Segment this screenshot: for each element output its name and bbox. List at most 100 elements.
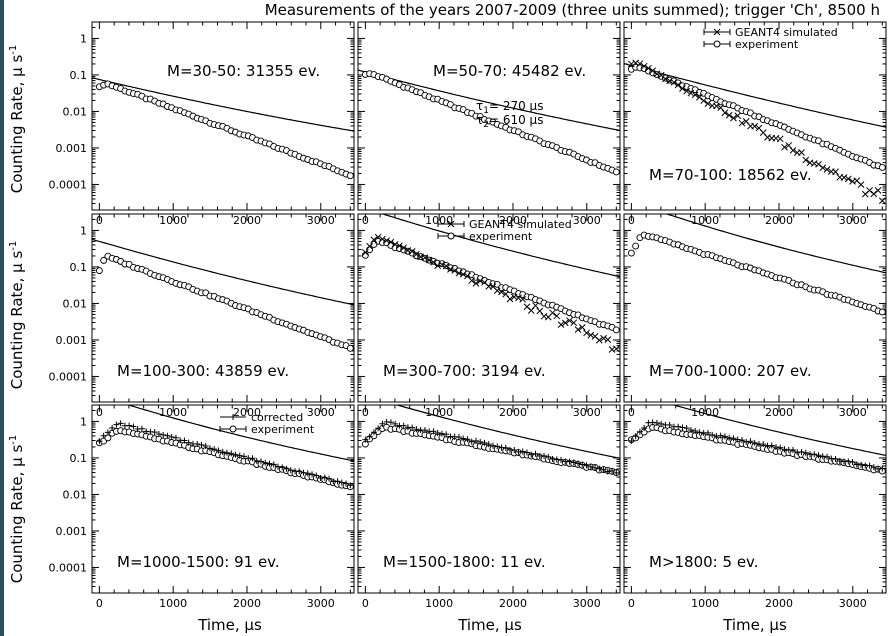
data-point-corrected — [692, 427, 699, 434]
panel-label: M=1500-1800: 11 ev. — [383, 553, 546, 571]
data-point-corrected — [232, 451, 239, 458]
data-point-corrected — [613, 469, 620, 476]
data-point-corrected — [347, 482, 354, 489]
data-point-simulated — [666, 77, 674, 85]
data-point-simulated — [557, 321, 565, 328]
panel-label: M=300-700: 3194 ev. — [383, 362, 546, 380]
data-point-corrected — [443, 431, 450, 438]
y-tick-label: 1 — [80, 32, 87, 45]
data-point-corrected — [266, 460, 273, 467]
legend-exp-marker — [447, 232, 455, 240]
xlabel-col-2: Time, µs — [722, 616, 787, 634]
y-tick-label: 0.0001 — [49, 178, 88, 191]
legend-sim-text: GEANT4 simulated — [469, 218, 572, 231]
x-tick-label: 2000 — [765, 406, 793, 419]
data-point-corrected — [421, 427, 428, 434]
data-point-corrected — [211, 446, 218, 453]
data-point-simulated — [798, 149, 805, 156]
tau1-symbol: τ — [476, 99, 483, 113]
data-point-corrected — [675, 423, 682, 430]
data-point-corrected — [730, 435, 737, 442]
data-point-experiment — [346, 344, 354, 352]
data-point-corrected — [343, 480, 350, 487]
data-point-simulated — [438, 261, 446, 268]
data-point-corrected — [575, 460, 582, 467]
data-point-simulated — [730, 114, 737, 122]
plot-area — [361, 214, 620, 353]
fit-curve — [92, 77, 354, 132]
data-point-simulated — [549, 309, 556, 317]
panel-label: M=700-1000: 207 ev. — [649, 362, 812, 380]
data-point-corrected — [130, 423, 137, 430]
plot-area — [95, 405, 354, 491]
x-tick-label: 2000 — [233, 406, 261, 419]
y-tick-label: 0.01 — [63, 105, 88, 118]
legend-exp-marker — [229, 425, 237, 433]
data-point-corrected — [438, 430, 445, 437]
data-point-corrected — [313, 472, 320, 479]
y-tick-label: 0.0001 — [49, 561, 88, 574]
y-tick-label: 0.01 — [63, 488, 88, 501]
data-point-corrected — [164, 432, 171, 439]
plot-area — [92, 238, 354, 352]
data-point-corrected — [858, 461, 865, 468]
svg-text:Counting Rate, µ s-1: Counting Rate, µ s-1 — [8, 45, 26, 194]
data-point-corrected — [845, 458, 852, 465]
data-point-corrected — [760, 441, 767, 448]
data-point-simulated — [704, 100, 712, 108]
data-point-corrected — [472, 437, 479, 444]
data-point-corrected — [379, 420, 386, 427]
ylabel-text: Counting Rate, µ s — [8, 55, 26, 194]
data-point-simulated — [789, 146, 797, 154]
data-point-simulated — [566, 317, 573, 324]
data-point-simulated — [696, 93, 703, 101]
data-point-corrected — [666, 421, 673, 428]
figure-title: Measurements of the years 2007-2009 (thr… — [265, 1, 880, 19]
data-point-corrected — [468, 438, 475, 445]
data-point-simulated — [510, 293, 518, 301]
data-point-corrected — [781, 446, 788, 453]
data-point-simulated — [370, 236, 378, 244]
data-point-simulated — [649, 67, 656, 75]
data-point-simulated — [396, 242, 403, 250]
data-point-experiment — [612, 168, 620, 176]
data-point-corrected — [832, 456, 839, 463]
data-point-simulated — [653, 70, 661, 78]
panel-label: M=50-70: 45482 ev. — [433, 62, 586, 80]
data-point-corrected — [628, 437, 635, 444]
data-point-corrected — [502, 444, 509, 451]
y-tick-label: 0.01 — [63, 297, 88, 310]
data-point-corrected — [709, 431, 716, 438]
plot-area — [624, 59, 886, 205]
data-point-corrected — [523, 449, 530, 456]
data-point-simulated — [561, 319, 569, 327]
panel-label: M=30-50: 31355 ev. — [167, 62, 320, 80]
legend-exp-marker — [713, 40, 721, 48]
data-point-corrected — [579, 461, 586, 468]
data-point-corrected — [434, 429, 441, 436]
data-point-simulated — [683, 87, 691, 95]
data-point-corrected — [632, 433, 639, 440]
panel-frame — [623, 404, 887, 594]
data-point-corrected — [338, 479, 345, 486]
plot-area — [627, 405, 886, 475]
data-point-simulated — [578, 323, 586, 331]
data-point-corrected — [494, 443, 501, 450]
x-tick-label: 2000 — [499, 406, 527, 419]
ylabel-text: Counting Rate, µ s — [8, 445, 26, 584]
data-point-simulated — [600, 334, 607, 342]
y-tick-label: 1 — [80, 224, 87, 237]
data-point-corrected — [477, 438, 484, 445]
data-point-simulated — [815, 160, 822, 168]
x-tick-label: 0 — [628, 597, 635, 610]
data-point-corrected — [879, 465, 886, 472]
data-point-corrected — [206, 445, 213, 452]
data-point-experiment — [361, 251, 369, 259]
data-point-corrected — [541, 452, 548, 459]
data-point-simulated — [662, 75, 669, 83]
data-point-corrected — [485, 441, 492, 448]
data-point-simulated — [595, 336, 603, 344]
